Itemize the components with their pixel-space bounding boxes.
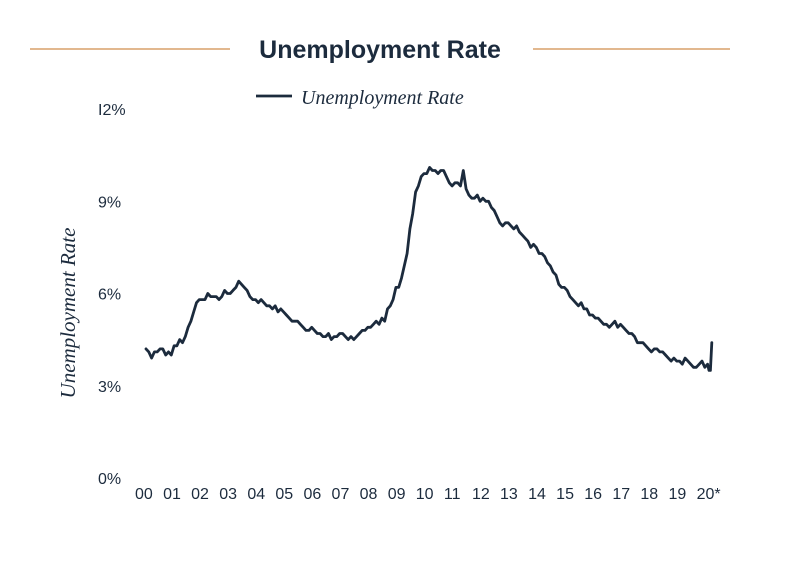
x-tick-label: 02 xyxy=(191,486,209,503)
x-tick-label: 08 xyxy=(360,486,378,503)
y-tick-labels: 0% 3% 6% 9% I2% xyxy=(98,102,126,488)
x-tick-label: 13 xyxy=(500,486,518,503)
y-tick-label: 3% xyxy=(98,379,121,396)
x-tick-label: 10 xyxy=(416,486,434,503)
chart-title: Unemployment Rate xyxy=(259,36,501,64)
x-tick-label: 18 xyxy=(640,486,658,503)
y-tick-label: I2% xyxy=(98,102,126,119)
x-tick-labels: 00 01 02 03 04 05 06 07 08 09 10 11 12 13 14 15 16 17 18 19… xyxy=(135,486,721,503)
x-tick-label: 06 xyxy=(303,486,321,503)
x-tick-label: 03 xyxy=(219,486,237,503)
x-tick-label: 14 xyxy=(528,486,546,503)
x-tick-label: 20* xyxy=(697,486,721,503)
legend-label: Unemployment Rate xyxy=(301,87,464,109)
y-tick-label: 9% xyxy=(98,194,121,211)
x-tick-label: 07 xyxy=(332,486,350,503)
x-tick-label: 11 xyxy=(444,486,461,503)
x-tick-label: 05 xyxy=(275,486,293,503)
x-tick-label: 16 xyxy=(584,486,602,503)
y-tick-label: 6% xyxy=(98,287,121,304)
series-line-unemployment-rate xyxy=(144,165,714,372)
x-tick-label: 12 xyxy=(472,486,490,503)
x-tick-label: 19 xyxy=(668,486,686,503)
x-tick-label: 01 xyxy=(163,486,181,503)
x-tick-label: 09 xyxy=(388,486,406,503)
x-tick-label: 17 xyxy=(612,486,630,503)
x-tick-label: 04 xyxy=(247,486,265,503)
y-axis-label: Unemployment Rate xyxy=(56,228,80,399)
series-lines xyxy=(144,165,714,372)
x-tick-label: 15 xyxy=(556,486,574,503)
x-tick-label: 00 xyxy=(135,486,153,503)
y-tick-label: 0% xyxy=(98,471,121,488)
